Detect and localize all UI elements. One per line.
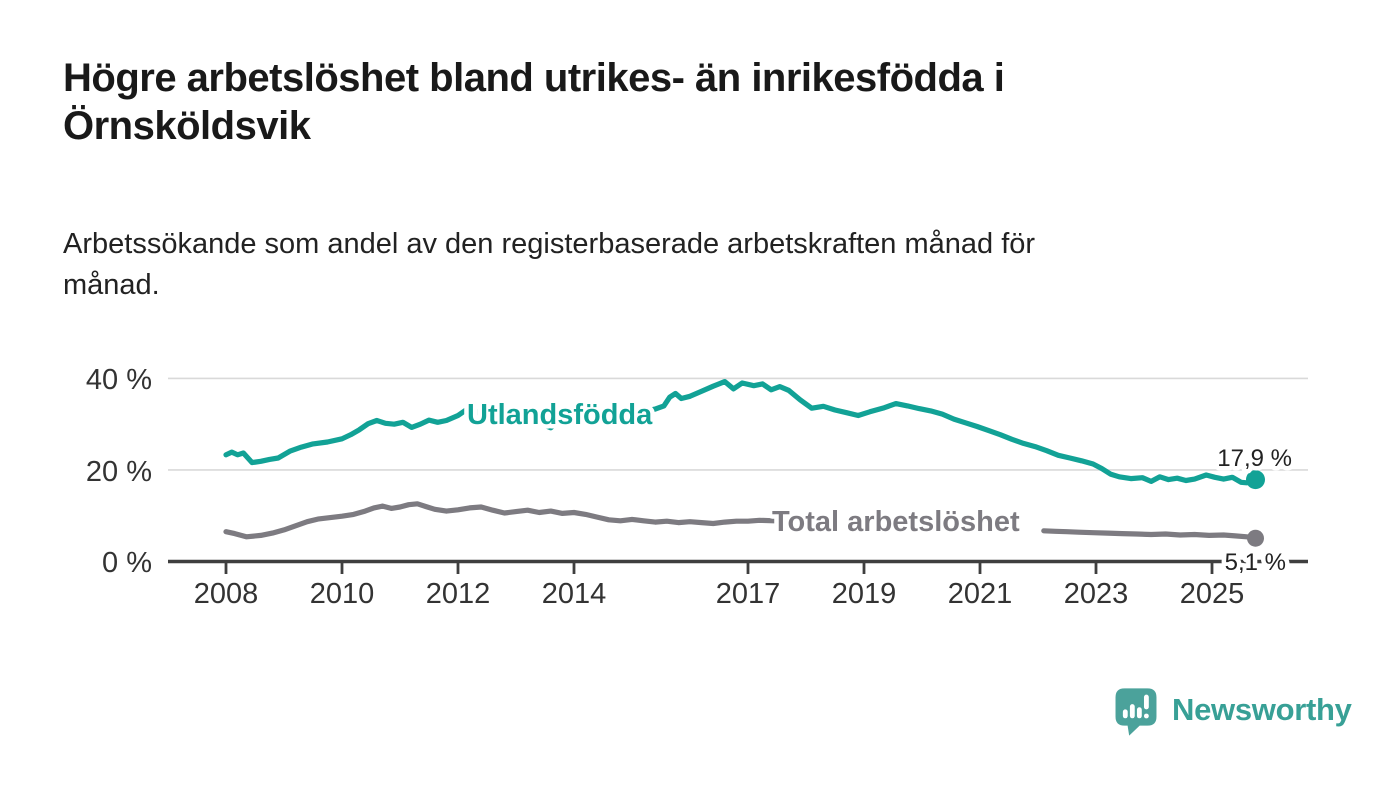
x-tick-label: 2023 bbox=[1064, 578, 1129, 610]
chart-subtitle-line-2: månad. bbox=[63, 269, 160, 301]
newsworthy-brand-name: Newsworthy bbox=[1172, 692, 1352, 727]
series-end-dot-1 bbox=[1247, 529, 1264, 547]
chart-subtitle-line-1: Arbetssökande som andel av den registerb… bbox=[63, 228, 1036, 260]
series-end-dots bbox=[1246, 470, 1265, 547]
series-line-1 bbox=[1041, 528, 1259, 541]
page-title: Högre arbetslöshet bland utrikes- än inr… bbox=[63, 54, 1343, 150]
x-tick-label: 2012 bbox=[426, 578, 491, 610]
gridlines bbox=[168, 377, 1308, 471]
end-value-label-total: 5,1 % bbox=[1225, 549, 1286, 576]
x-tick-label: 2021 bbox=[948, 578, 1013, 610]
x-tick-label: 2010 bbox=[310, 578, 375, 610]
series-end-dot-0 bbox=[1246, 470, 1265, 490]
series-label-total-arbetsloshet: Total arbetslöshet bbox=[772, 506, 1020, 538]
series-lines bbox=[223, 379, 1259, 541]
x-tick-label: 2019 bbox=[832, 578, 897, 610]
y-tick-label-0: 0 % bbox=[102, 547, 152, 579]
newsworthy-logo-icon bbox=[1115, 688, 1157, 736]
x-tick-label: 2014 bbox=[542, 578, 607, 610]
y-tick-label-20: 20 % bbox=[86, 456, 152, 488]
x-axis: 2008 2010 2012 2014 2017 2019 2021 2023 2025 bbox=[168, 559, 1308, 610]
newsworthy-brand-footer: Newsworthy bbox=[1115, 687, 1352, 737]
logo-bar-chart-glyph bbox=[1122, 694, 1149, 719]
page-title-line-2: Örnsköldsvik bbox=[63, 104, 311, 148]
end-value-label-utlandsfodda: 17,9 % bbox=[1217, 445, 1292, 472]
x-tick-label: 2025 bbox=[1180, 578, 1245, 610]
chart-subtitle: Arbetssökande som andel av den registerb… bbox=[63, 224, 1293, 306]
series-line-0 bbox=[223, 379, 1259, 486]
y-tick-label-40: 40 % bbox=[86, 364, 152, 396]
series-line-1 bbox=[223, 501, 777, 540]
page-title-line-1: Högre arbetslöshet bland utrikes- än inr… bbox=[63, 56, 1005, 100]
series-label-utlandsfodda: Utlandsfödda bbox=[467, 399, 653, 431]
x-tick-label: 2017 bbox=[716, 578, 781, 610]
x-tick-label: 2008 bbox=[194, 578, 259, 610]
